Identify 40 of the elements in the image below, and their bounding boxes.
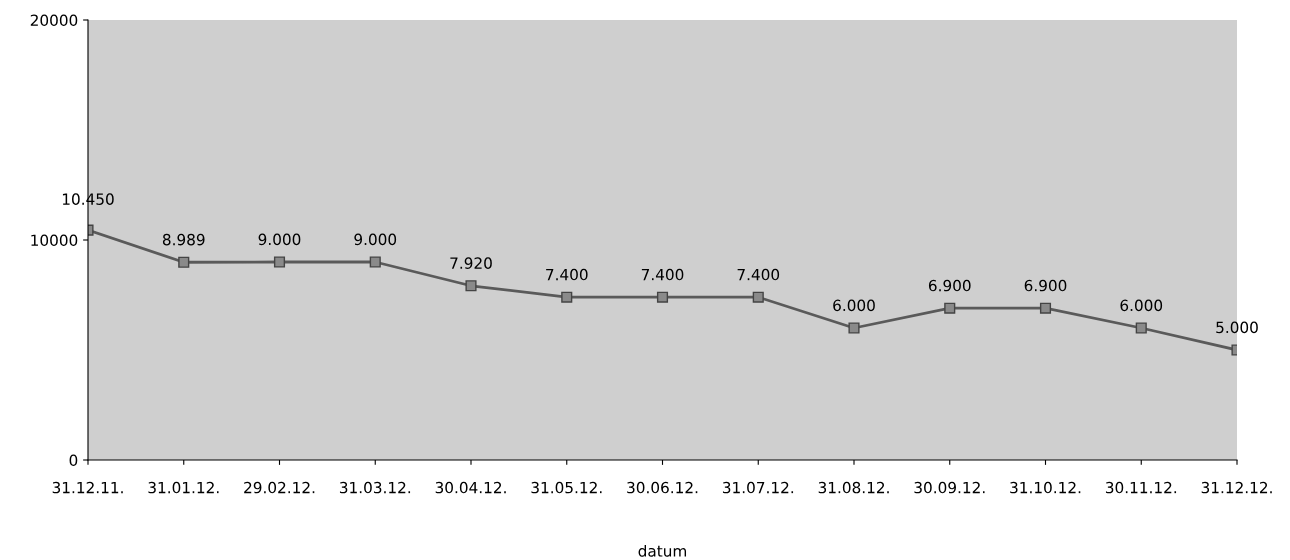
y-tick-label: 0 [69, 454, 78, 467]
x-tick-label: 30.04.12. [435, 481, 506, 494]
point [465, 280, 477, 292]
data-label: 6.900 [1024, 279, 1067, 292]
point [273, 256, 286, 268]
data-label: 7.400 [737, 268, 780, 281]
x-tick-label: 31.07.12. [722, 481, 794, 494]
x-tick-label: 29.02.12. [244, 481, 315, 494]
data-label: 9.000 [354, 233, 397, 246]
x-tick-label: 30.09.12. [914, 481, 985, 494]
data-label: 7.400 [546, 268, 588, 281]
x-tick-label: 31.12.11. [52, 481, 123, 494]
data-label: 6.900 [928, 279, 971, 292]
point [752, 291, 764, 303]
x-tick-label: 31.03.12. [339, 481, 411, 494]
y-tick-label: 20000 [30, 14, 78, 27]
x-tick-label: 30.06.12. [627, 481, 698, 494]
data-label: 6.000 [1120, 299, 1163, 312]
point [656, 291, 669, 303]
data-label: 7.920 [450, 257, 492, 269]
x-tick-label: 31.10.12. [1010, 481, 1081, 494]
x-tick-label: 31.05.12. [531, 481, 602, 494]
point [178, 256, 190, 268]
data-label: 8.989 [162, 233, 205, 246]
x-tick-label: 31.01.12. [148, 481, 219, 494]
point [848, 322, 860, 334]
point [1135, 322, 1147, 334]
data-label: 6.000 [833, 299, 875, 312]
y-tick-label: 10000 [31, 234, 78, 247]
point [944, 302, 956, 314]
point [1039, 302, 1052, 314]
x-tick-label: 30.11.12. [1105, 481, 1177, 494]
data-label: 9.000 [258, 233, 301, 246]
x-axis-title: datum [638, 544, 687, 557]
data-label: 7.400 [641, 268, 684, 281]
point [369, 256, 381, 268]
x-tick-label: 31.12.12. [1201, 481, 1272, 494]
point [561, 291, 573, 303]
x-tick-label: 31.08.12. [818, 481, 889, 494]
data-label: 5.000 [1216, 321, 1258, 334]
